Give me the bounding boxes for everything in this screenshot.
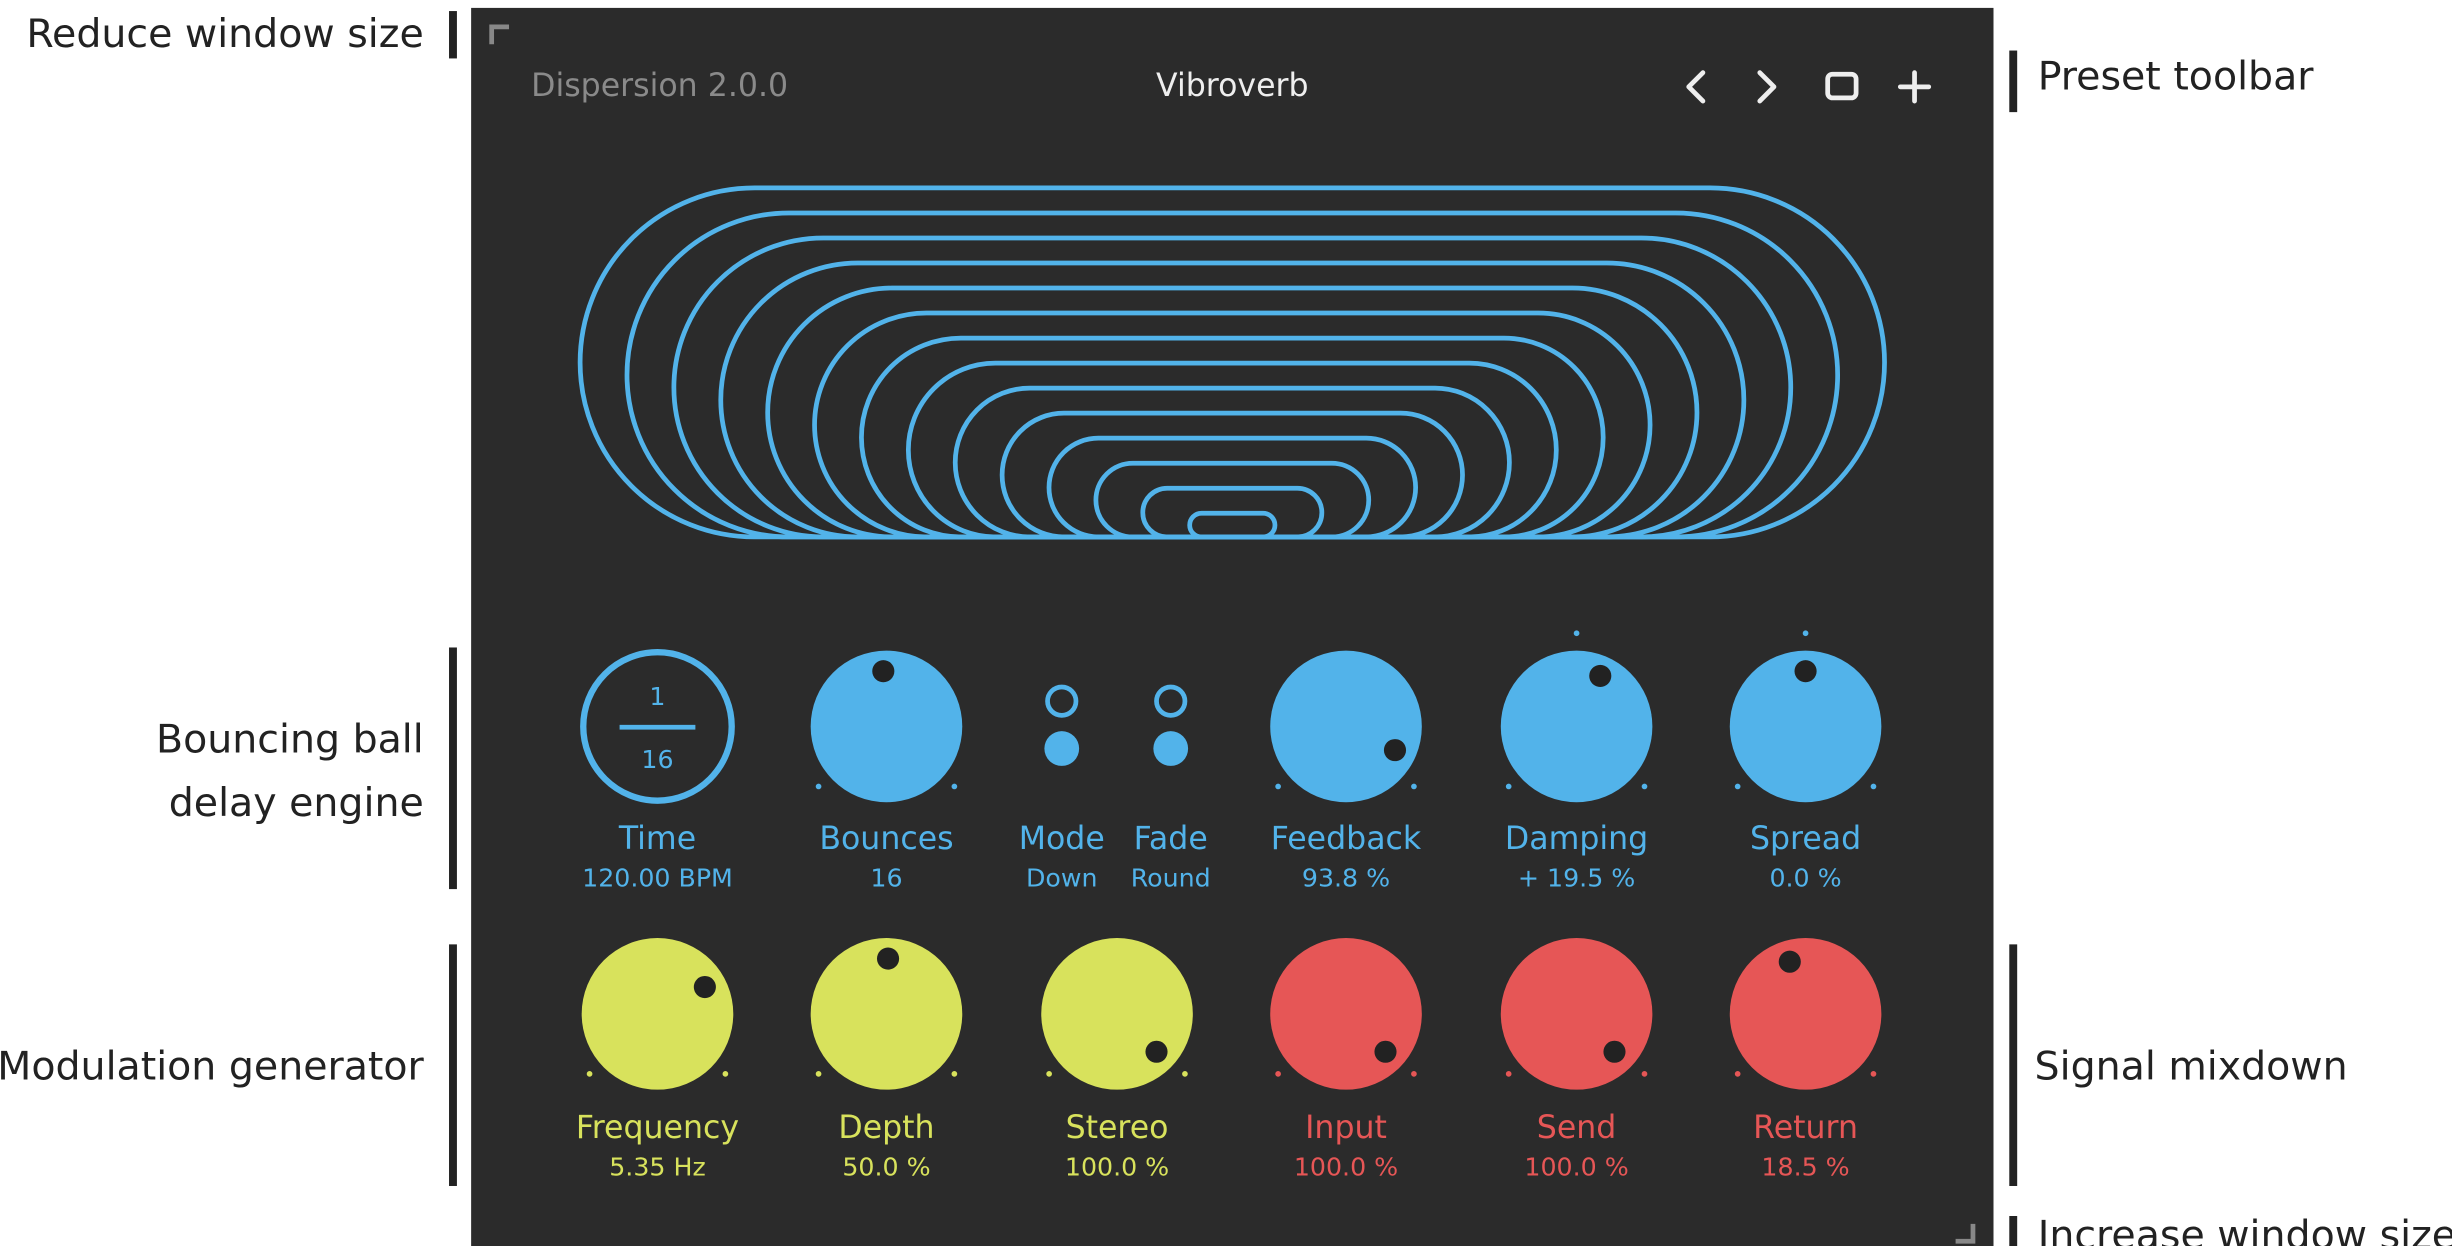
range-tick bbox=[1642, 784, 1648, 790]
control-value: Round bbox=[1131, 864, 1211, 893]
control-label: Damping bbox=[1505, 821, 1648, 857]
range-tick bbox=[1182, 1071, 1188, 1077]
range-tick bbox=[1871, 1071, 1877, 1077]
control-value: Down bbox=[1026, 864, 1098, 893]
knob-indicator bbox=[1145, 1041, 1167, 1063]
annotation: Modulation generator bbox=[0, 1044, 425, 1090]
annotation: Reduce window size bbox=[26, 11, 423, 57]
control-label: Stereo bbox=[1066, 1110, 1169, 1146]
range-tick bbox=[1871, 784, 1877, 790]
range-tick bbox=[816, 784, 822, 790]
frequency-knob[interactable] bbox=[582, 938, 734, 1090]
knob-indicator bbox=[1603, 1041, 1625, 1063]
control-value: 100.0 % bbox=[1524, 1153, 1628, 1182]
control-value: 50.0 % bbox=[842, 1153, 930, 1182]
input-knob[interactable] bbox=[1270, 938, 1422, 1090]
page: {"annotations": {"reduce_window": "Reduc… bbox=[0, 0, 2452, 1246]
control-label: Bounces bbox=[819, 821, 953, 857]
control-value: 0.0 % bbox=[1769, 864, 1841, 893]
control-label: Time bbox=[618, 821, 696, 857]
range-tick bbox=[1735, 1071, 1741, 1077]
range-tick bbox=[1735, 784, 1741, 790]
preset-name[interactable]: Vibroverb bbox=[1156, 68, 1308, 104]
knob-indicator bbox=[1374, 1041, 1396, 1063]
control-value: + 19.5 % bbox=[1518, 864, 1635, 893]
annotation-bar bbox=[2009, 944, 2017, 1186]
range-tick bbox=[952, 784, 958, 790]
control-label: Return bbox=[1753, 1110, 1858, 1146]
fraction-line bbox=[620, 725, 696, 730]
annotation-bar bbox=[449, 944, 457, 1186]
range-tick bbox=[587, 1071, 593, 1077]
feedback-knob[interactable] bbox=[1270, 651, 1422, 803]
annotation-bar bbox=[2009, 51, 2017, 113]
control-label: Spread bbox=[1750, 821, 1861, 857]
fade-option-selected[interactable] bbox=[1153, 731, 1188, 766]
plugin-title: Dispersion 2.0.0 bbox=[531, 68, 788, 104]
center-tick bbox=[1574, 630, 1580, 636]
annotation: Preset toolbar bbox=[2038, 53, 2315, 99]
time-denominator: 16 bbox=[641, 745, 673, 774]
range-tick bbox=[1275, 784, 1281, 790]
control-label: Input bbox=[1305, 1110, 1387, 1146]
knob-indicator bbox=[1384, 739, 1406, 761]
control-label: Fade bbox=[1134, 821, 1208, 857]
range-tick bbox=[816, 1071, 822, 1077]
control-value: 100.0 % bbox=[1294, 1153, 1398, 1182]
annotation: Increase window size bbox=[2038, 1213, 2452, 1246]
control-label: Frequency bbox=[576, 1110, 739, 1146]
knob-indicator bbox=[694, 976, 716, 998]
control-label: Depth bbox=[838, 1110, 934, 1146]
annotation: delay engine bbox=[169, 780, 424, 826]
control-value: 5.35 Hz bbox=[609, 1153, 706, 1182]
control-value: 93.8 % bbox=[1302, 864, 1390, 893]
damping-knob[interactable] bbox=[1501, 651, 1653, 803]
time-numerator: 1 bbox=[649, 682, 665, 711]
range-tick bbox=[1275, 1071, 1281, 1077]
range-tick bbox=[1642, 1071, 1648, 1077]
screenshot: Reduce window size Preset toolbar Bounci… bbox=[0, 0, 2452, 1246]
range-tick bbox=[1046, 1071, 1052, 1077]
range-tick bbox=[1411, 784, 1417, 790]
control-value: 18.5 % bbox=[1761, 1153, 1849, 1182]
knob-indicator bbox=[1779, 951, 1801, 973]
control-value: 16 bbox=[870, 864, 902, 893]
send-knob[interactable] bbox=[1501, 938, 1653, 1090]
range-tick bbox=[1506, 784, 1512, 790]
range-tick bbox=[1411, 1071, 1417, 1077]
body: Reduce window size Preset toolbar Bounci… bbox=[0, 0, 2452, 1246]
return-knob[interactable] bbox=[1730, 938, 1882, 1090]
control-label: Mode bbox=[1019, 821, 1105, 857]
knob-indicator bbox=[1589, 665, 1611, 687]
control-label: Send bbox=[1537, 1110, 1617, 1146]
annotation-bar bbox=[449, 647, 457, 889]
annotation-bar bbox=[449, 11, 457, 58]
stereo-knob[interactable] bbox=[1041, 938, 1193, 1090]
annotation-bar bbox=[2009, 1216, 2017, 1246]
control-value: 120.00 BPM bbox=[582, 864, 733, 893]
range-tick bbox=[723, 1071, 729, 1077]
control-label: Feedback bbox=[1271, 821, 1422, 857]
mode-option-selected[interactable] bbox=[1044, 731, 1079, 766]
knob-indicator bbox=[872, 660, 894, 682]
knob-indicator bbox=[1795, 660, 1817, 682]
control-value: 100.0 % bbox=[1065, 1153, 1169, 1182]
range-tick bbox=[952, 1071, 958, 1077]
center-tick bbox=[1803, 630, 1809, 636]
annotation: Bouncing ball bbox=[156, 717, 424, 763]
annotation: Signal mixdown bbox=[2035, 1044, 2348, 1090]
range-tick bbox=[1506, 1071, 1512, 1077]
knob-indicator bbox=[877, 948, 899, 970]
